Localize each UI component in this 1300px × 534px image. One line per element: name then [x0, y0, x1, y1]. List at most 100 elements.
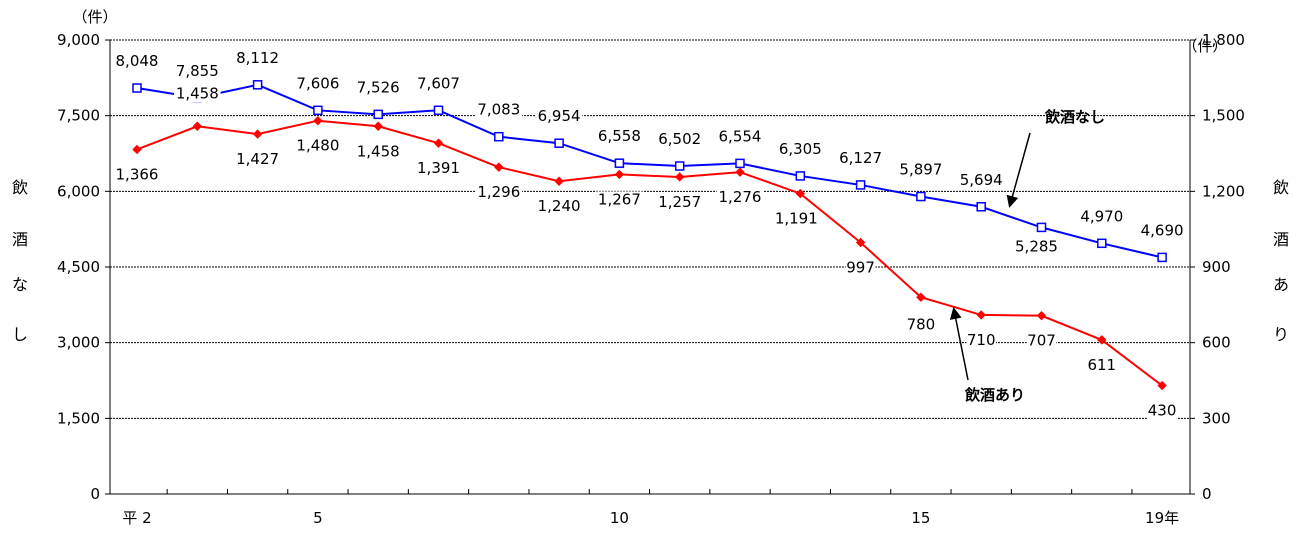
data-label: 1,276 — [719, 188, 762, 206]
data-label-bg — [475, 101, 523, 119]
left-tick-label: 4,500 — [57, 258, 100, 276]
x-tick-label: 19年 — [1145, 509, 1179, 527]
data-label-bg — [966, 331, 996, 349]
data-label: 1,391 — [417, 159, 460, 177]
data-point — [554, 176, 564, 186]
data-point — [494, 162, 504, 172]
right-tick-label: 1,200 — [1202, 182, 1245, 200]
axes: 0 1,500 3,000 4,500 6,000 7,500 9,000 0 300 600 90… — [12, 8, 1289, 527]
data-label-bg — [906, 316, 936, 334]
left-axis-unit: （件） — [72, 8, 117, 26]
series-layer — [132, 80, 1167, 391]
data-label-bg — [113, 53, 161, 71]
data-point — [855, 237, 866, 248]
data-point — [674, 172, 685, 182]
data-label: 997 — [846, 259, 875, 277]
data-label: 780 — [907, 315, 936, 333]
data-label-bg — [656, 131, 703, 149]
right-tick-label: 0 — [1202, 485, 1212, 503]
data-point — [433, 105, 444, 116]
data-point — [1036, 222, 1047, 233]
data-label: 7,083 — [477, 101, 520, 119]
data-label: 1,191 — [775, 210, 818, 228]
annotation-arrow-no-alcohol — [1006, 132, 1031, 208]
data-label-bg — [656, 193, 703, 211]
data-point — [1097, 335, 1107, 345]
gridlines — [110, 39, 1190, 419]
left-tick-label: 9,000 — [57, 31, 100, 49]
data-label: 6,305 — [779, 140, 822, 158]
data-point — [192, 121, 203, 131]
right-axis-title-char: 酒 — [1273, 230, 1289, 249]
data-label: 707 — [1027, 332, 1056, 350]
data-point — [313, 105, 323, 116]
data-point — [735, 158, 745, 169]
data-label-bg — [773, 210, 820, 228]
data-point — [132, 144, 142, 155]
data-label-bg — [475, 184, 523, 202]
data-point — [674, 161, 685, 171]
data-point — [1157, 380, 1167, 391]
data-point — [494, 131, 504, 142]
data-label: 1,366 — [116, 165, 159, 183]
right-axis-title-char: 飲 — [1273, 178, 1289, 197]
data-label: 5,897 — [899, 161, 942, 179]
data-point — [916, 292, 926, 302]
x-tick-label: 平 2 — [122, 509, 151, 527]
data-label: 1,458 — [357, 142, 400, 160]
data-point — [252, 80, 263, 90]
data-label: 1,296 — [477, 183, 520, 201]
right-axis-title-char: あ — [1273, 275, 1289, 294]
data-label-bg — [535, 198, 583, 216]
data-label: 8,112 — [236, 49, 279, 67]
data-label-bg — [415, 160, 462, 178]
data-label-bg — [113, 166, 161, 184]
data-label: 5,694 — [960, 171, 1003, 189]
data-label: 1,480 — [296, 137, 339, 155]
data-label-bg — [294, 137, 342, 155]
data-point — [916, 191, 926, 202]
left-axis-title-char: し — [12, 325, 28, 344]
data-label-bg — [716, 189, 764, 207]
data-label: 8,048 — [116, 52, 159, 70]
data-label: 7,855 — [176, 62, 219, 80]
data-point — [373, 121, 383, 131]
data-label: 1,257 — [658, 193, 701, 211]
data-point — [373, 109, 383, 120]
data-label: 7,606 — [296, 74, 339, 92]
data-label-bg — [415, 75, 462, 93]
right-tick-label: 300 — [1202, 409, 1231, 427]
data-label: 4,970 — [1080, 207, 1123, 225]
data-point — [132, 83, 142, 93]
right-tick-label: 600 — [1202, 334, 1231, 352]
data-point — [1097, 238, 1107, 249]
x-tick-label: 10 — [610, 509, 629, 527]
data-label-bg — [234, 151, 281, 169]
data-point — [614, 158, 625, 168]
data-point — [433, 138, 444, 148]
data-point — [1157, 252, 1167, 263]
data-point — [795, 188, 806, 199]
data-label: 6,954 — [538, 107, 581, 125]
data-label: 611 — [1087, 356, 1116, 374]
data-label: 1,267 — [598, 190, 641, 208]
right-tick-label: 1,800 — [1202, 31, 1245, 49]
data-labels: 8,048 7,855 8,112 7,606 7,526 7,607 7,083 6,954… — [113, 49, 1186, 420]
data-label-bg — [294, 75, 342, 93]
data-label-bg — [845, 259, 876, 277]
data-label-bg — [897, 161, 945, 179]
x-tick-label: 15 — [911, 509, 930, 527]
data-label-bg — [354, 79, 402, 97]
data-label-bg — [716, 128, 764, 146]
data-label-bg — [234, 49, 281, 67]
data-point — [735, 167, 745, 177]
data-label-bg — [837, 149, 884, 167]
data-label: 6,558 — [598, 127, 641, 145]
data-label-bg — [174, 85, 221, 103]
annotation-arrow-alcohol — [949, 307, 969, 381]
annotation-alcohol: 飲酒あり — [964, 386, 1025, 404]
data-label-bg — [535, 108, 583, 126]
